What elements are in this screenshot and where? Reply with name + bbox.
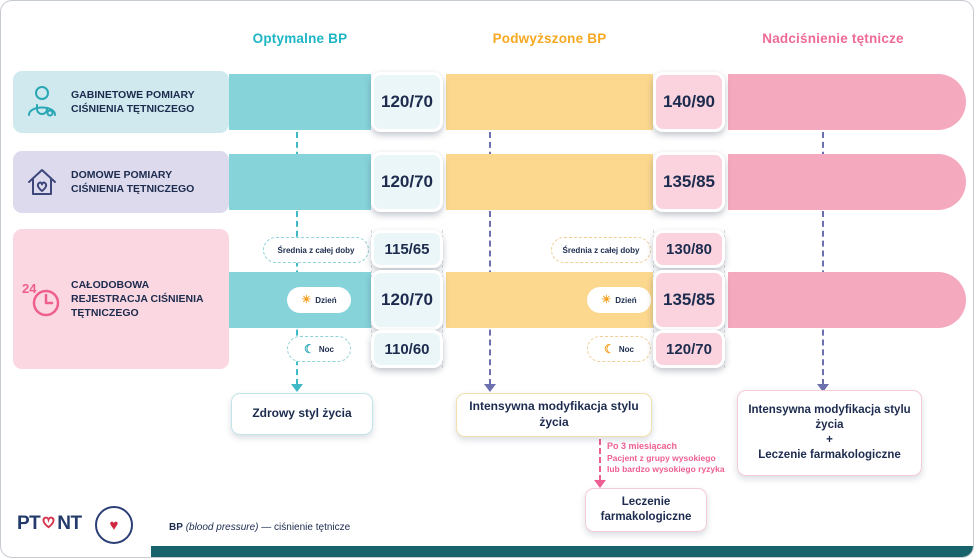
ambulatory-day-hypertension-value: 135/85 <box>653 270 725 330</box>
office-optimal-value: 120/70 <box>371 72 443 132</box>
ambulatory-day-hypertension-bar <box>728 272 966 328</box>
row-label-office-bp: GABINETOWE POMIARY CIŚNIENIA TĘTNICZEGO <box>13 71 229 133</box>
row-label-text: GABINETOWE POMIARY CIŚNIENIA TĘTNICZEGO <box>71 88 195 115</box>
ptnt-logo: PT NT <box>17 509 82 539</box>
home-optimal-bar <box>229 154 371 210</box>
office-hypertension-value: 140/90 <box>653 72 725 132</box>
office-hypertension-bar <box>728 74 966 130</box>
followup-arrow-icon <box>594 480 606 488</box>
abbr-bold: BP <box>169 522 183 533</box>
svg-text:24: 24 <box>22 281 37 296</box>
pill-label: Noc <box>618 344 634 354</box>
home-optimal-value: 120/70 <box>371 152 443 212</box>
pill-label: Dzień <box>315 295 337 305</box>
row-label-text: DOMOWE POMIARY CIŚNIENIA TĘTNICZEGO <box>71 168 195 195</box>
house-heart-icon <box>13 162 71 202</box>
optimal-arrow-icon <box>291 384 303 392</box>
home-hypertension-bar <box>728 154 966 210</box>
row-label-home-bp: DOMOWE POMIARY CIŚNIENIA TĘTNICZEGO <box>13 151 229 213</box>
ptnt-logo-nt: NT <box>57 513 82 534</box>
elevated-arrow-icon <box>484 384 496 392</box>
row-label-text: CAŁODOBOWA REJESTRACJA CIŚNIENIA TĘTNICZ… <box>71 278 204 320</box>
doctor-icon <box>13 82 71 122</box>
bottom-accent-bar <box>151 546 973 557</box>
ambulatory-day-optimal-value: 120/70 <box>371 270 443 330</box>
home-hypertension-value: 135/85 <box>653 152 725 212</box>
heart-icon <box>41 515 56 534</box>
followup-note-line-1: Po 3 miesiącach <box>607 441 678 451</box>
pill-label: Średnia z całej doby <box>277 245 355 255</box>
sun-icon: ☀ <box>301 293 312 306</box>
action-lifestyle-modification: Intensywna modyfikacja stylu życia <box>456 393 652 437</box>
pill-label: Noc <box>318 344 334 354</box>
ambulatory-night-hypertension-value: 120/70 <box>653 330 725 368</box>
action-healthy-lifestyle: Zdrowy styl życia <box>231 393 373 435</box>
pill-night-optimal: ☾ Noc <box>287 336 351 362</box>
moon-icon: ☾ <box>604 342 615 356</box>
column-header-hypertension: Nadciśnienie tętnicze <box>762 31 904 46</box>
followup-guide-line <box>599 439 601 481</box>
column-header-elevated: Podwyższone BP <box>492 31 607 46</box>
column-header-optimal: Optymalne BP <box>252 31 348 46</box>
treatment-line-2: Leczenie farmakologiczne <box>758 448 901 461</box>
pill-night-elevated: ☾ Noc <box>587 336 651 362</box>
ambulatory-night-optimal-value: 110/60 <box>371 330 443 368</box>
office-optimal-bar <box>229 74 371 130</box>
ambulatory-average-hypertension-value: 130/80 <box>653 230 725 268</box>
ambulatory-average-optimal-value: 115/65 <box>371 230 443 268</box>
treatment-line-1: Intensywna modyfikacja stylu życia <box>748 404 911 432</box>
followup-note: Po 3 miesiącach Pacjent z grupy wysokieg… <box>607 441 725 475</box>
pill-average-elevated: Średnia z całej doby <box>551 237 651 263</box>
abbr-italic: (blood pressure) <box>185 522 259 533</box>
hypertension-guide-line <box>822 132 824 385</box>
society-badge-logo: ♥ <box>95 506 133 544</box>
followup-note-line-2: Pacjent z grupy wysokiego lub bardzo wys… <box>607 453 725 475</box>
pill-average-optimal: Średnia z całej doby <box>263 237 369 263</box>
abbr-rest: — ciśnienie tętnicze <box>258 522 351 533</box>
home-elevated-bar <box>446 154 653 210</box>
pill-label: Dzień <box>615 295 637 305</box>
sun-icon: ☀ <box>601 293 612 306</box>
ptnt-logo-pt: PT <box>17 513 41 534</box>
hypertension-arrow-icon <box>817 384 829 392</box>
heart-icon: ♥ <box>109 516 119 534</box>
office-elevated-bar <box>446 74 653 130</box>
row-label-ambulatory-bp: 24 CAŁODOBOWA REJESTRACJA CIŚNIENIA TĘTN… <box>13 229 229 369</box>
action-hypertension-treatment: Intensywna modyfikacja stylu życia + Lec… <box>737 390 922 476</box>
action-pharmacological-treatment: Leczenie farmakologiczne <box>585 488 707 532</box>
pill-label: Średnia z całej doby <box>562 245 640 255</box>
abbreviation-note: BP (blood pressure) — ciśnienie tętnicze <box>169 522 350 533</box>
pill-day-optimal: ☀ Dzień <box>287 287 351 313</box>
clock-24h-icon: 24 <box>13 276 71 322</box>
elevated-guide-line <box>489 132 491 385</box>
treatment-plus: + <box>826 434 833 446</box>
moon-icon: ☾ <box>304 342 315 356</box>
pill-day-elevated: ☀ Dzień <box>587 287 651 313</box>
